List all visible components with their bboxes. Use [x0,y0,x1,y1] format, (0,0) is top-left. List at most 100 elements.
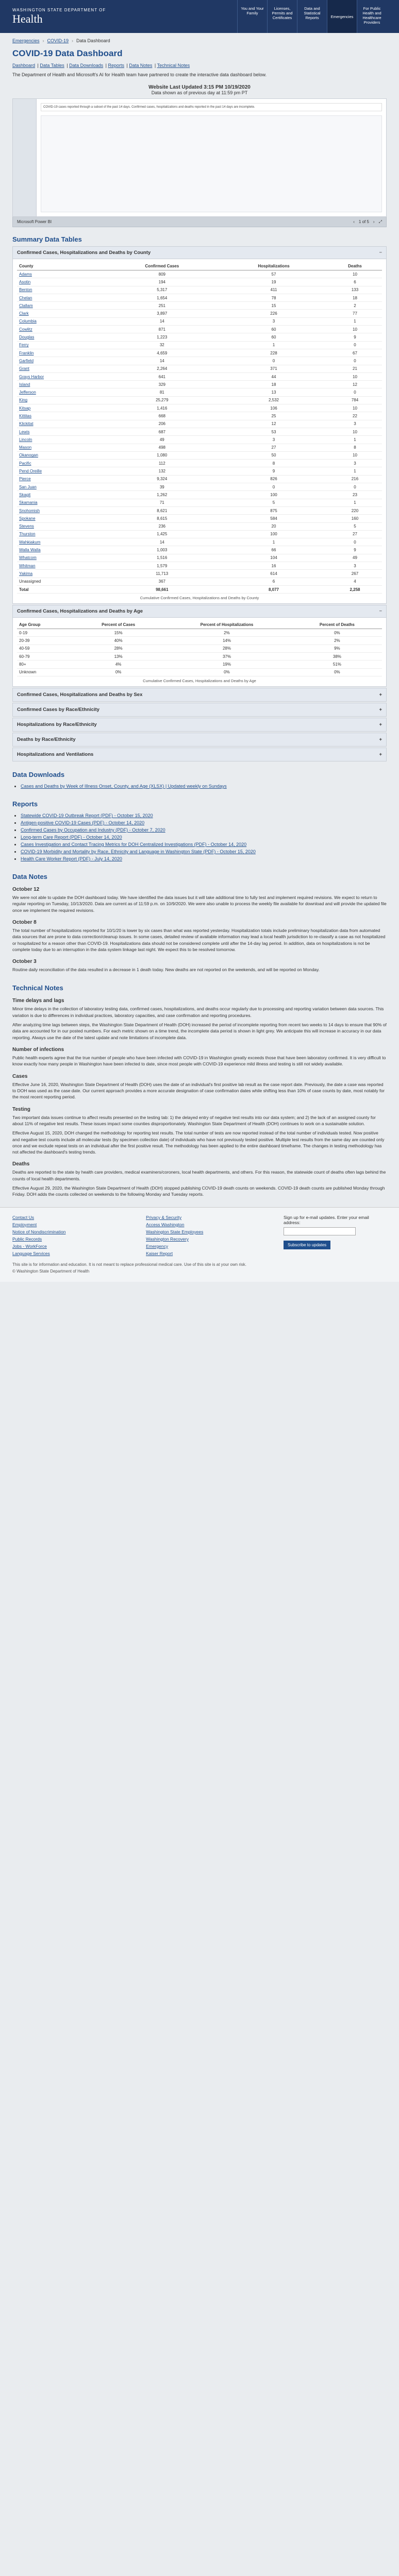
race-hosp-panel-header[interactable]: Hospitalizations by Race/Ethnicity + [12,717,387,732]
report-link[interactable]: Health Care Worker Report (PDF) - July 1… [21,856,122,861]
expand-icon[interactable]: + [379,691,382,698]
county-link[interactable]: Island [19,382,30,387]
table-cell: 1 [327,317,382,326]
county-link[interactable]: Mason [19,445,32,450]
county-link[interactable]: Cowlitz [19,327,32,332]
subscribe-button[interactable]: Subscribe to updates [283,1240,331,1249]
nav-licenses[interactable]: Licenses, Permits and Certificates [267,0,297,33]
collapse-icon[interactable]: − [379,608,382,615]
fullscreen-icon[interactable]: ⤢ [378,219,382,224]
nav-data-reports[interactable]: Data and Statistical Reports [297,0,327,33]
county-link[interactable]: Grant [19,366,30,371]
county-link[interactable]: Spokane [19,516,36,521]
breadcrumb-covid[interactable]: COVID-19 [47,38,69,43]
subnav-reports[interactable]: Reports [108,63,124,68]
nav-emergencies[interactable]: Emergencies [327,0,357,33]
ventilation-panel-header[interactable]: Hospitalizations and Ventilations + [12,747,387,761]
next-page-icon[interactable]: › [373,219,375,224]
footer-link[interactable]: Language Services [12,1250,50,1256]
nav-you-and-family[interactable]: You and Your Family [237,0,267,33]
nav-public-health[interactable]: For Public Health and Healthcare Provide… [357,0,387,33]
download-link[interactable]: Cases and Deaths by Week of Illness Onse… [21,783,227,789]
expand-icon[interactable]: + [379,706,382,713]
expand-icon[interactable]: + [379,751,382,757]
county-link[interactable]: Yakima [19,571,33,576]
county-link[interactable]: Lincoln [19,437,32,442]
county-link[interactable]: Chelan [19,295,32,300]
age-panel-header[interactable]: Confirmed Cases, Hospitalizations and De… [13,605,386,618]
county-link[interactable]: Clallam [19,303,33,308]
subnav-technical-notes[interactable]: Technical Notes [157,63,190,68]
county-link[interactable]: Snohomish [19,508,40,513]
county-link[interactable]: Okanogan [19,453,38,458]
dashboard-canvas[interactable] [41,115,382,212]
powerbi-dashboard[interactable]: COVID-19 cases reported through a subset… [12,98,387,217]
subnav-data-downloads[interactable]: Data Downloads [69,63,104,68]
footer-link[interactable]: Washington State Employees [146,1229,204,1234]
county-link[interactable]: Adams [19,272,32,277]
subnav-data-tables[interactable]: Data Tables [40,63,64,68]
report-link[interactable]: Long-term Care Report (PDF) - October 14… [21,834,122,840]
county-link[interactable]: Benton [19,287,32,293]
email-input[interactable] [283,1227,356,1235]
breadcrumb-emergencies[interactable]: Emergencies [12,38,40,43]
report-link[interactable]: Antigen-positive COVID-19 Cases (PDF) - … [21,820,145,825]
county-link[interactable]: Stevens [19,524,34,529]
subnav-dashboard[interactable]: Dashboard [12,63,36,68]
footer-link[interactable]: Kaiser Report [146,1250,173,1256]
county-link[interactable]: Kittitas [19,413,32,418]
county-link[interactable]: San Juan [19,484,37,489]
county-link[interactable]: Columbia [19,319,37,324]
county-link[interactable]: Thurston [19,532,36,537]
footer-link[interactable]: Jobs - WorkForce [12,1243,47,1249]
county-link[interactable]: Lewis [19,429,30,434]
sex-panel-header[interactable]: Confirmed Cases, Hospitalizations and De… [12,687,387,702]
table-cell: Kitsap [17,404,105,413]
county-link[interactable]: Jefferson [19,390,36,395]
collapse-icon[interactable]: − [379,250,382,256]
footer-link[interactable]: Public Records [12,1236,42,1242]
footer-link[interactable]: Notice of Nondiscrimination [12,1229,66,1234]
footer-link[interactable]: Emergency [146,1243,169,1249]
tech-text: Two important data issues continue to af… [12,1114,376,1126]
county-link[interactable]: Pacific [19,461,31,466]
race-cases-panel-header[interactable]: Confirmed Cases by Race/Ethnicity + [12,702,387,717]
report-link[interactable]: COVID-19 Morbidity and Mortality by Race… [21,849,256,854]
county-link[interactable]: Clark [19,311,29,316]
footer-link[interactable]: Privacy & Security [146,1214,182,1220]
county-link[interactable]: Wahkiakum [19,539,41,545]
footer-link[interactable]: Employment [12,1222,37,1227]
county-link[interactable]: Klickitat [19,421,34,427]
county-link[interactable]: Asotin [19,279,31,284]
report-link[interactable]: Statewide COVID-19 Outbreak Report (PDF)… [21,812,153,818]
table-row: Whitman 1,579 16 3 [17,562,382,570]
county-link[interactable]: Franklin [19,350,34,355]
expand-icon[interactable]: + [379,721,382,727]
report-link[interactable]: Confirmed Cases by Occupation and Indust… [21,827,165,833]
county-link[interactable]: Garfield [19,358,34,363]
race-deaths-panel-header[interactable]: Deaths by Race/Ethnicity + [12,732,387,747]
county-link[interactable]: Whatcom [19,555,37,561]
expand-icon[interactable]: + [379,736,382,742]
county-link[interactable]: King [19,398,28,403]
county-link[interactable]: Pend Oreille [19,469,42,474]
county-link[interactable]: Pierce [19,477,31,482]
site-logo[interactable]: WASHINGTON STATE DEPARTMENT OF Health [12,8,106,26]
county-link[interactable]: Grays Harbor [19,374,44,379]
county-link[interactable]: Whitman [19,563,36,568]
dashboard-sidebar[interactable] [13,99,37,216]
county-panel-header[interactable]: Confirmed Cases, Hospitalizations and De… [13,247,386,259]
footer-link[interactable]: Washington Recovery [146,1236,189,1242]
county-link[interactable]: Skamania [19,500,38,505]
county-link[interactable]: Ferry [19,343,29,348]
county-link[interactable]: Kitsap [19,405,31,411]
county-link[interactable]: Douglas [19,335,35,340]
subnav-data-notes[interactable]: Data Notes [129,63,153,68]
footer-link[interactable]: Access Washington [146,1222,185,1227]
prev-page-icon[interactable]: ‹ [353,219,355,224]
county-link[interactable]: Walla Walla [19,548,41,553]
report-link[interactable]: Cases Investigation and Contact Tracing … [21,841,247,847]
county-link[interactable]: Skagit [19,492,31,497]
footer-link[interactable]: Contact Us [12,1214,35,1220]
powerbi-label[interactable]: Microsoft Power BI [17,219,52,224]
